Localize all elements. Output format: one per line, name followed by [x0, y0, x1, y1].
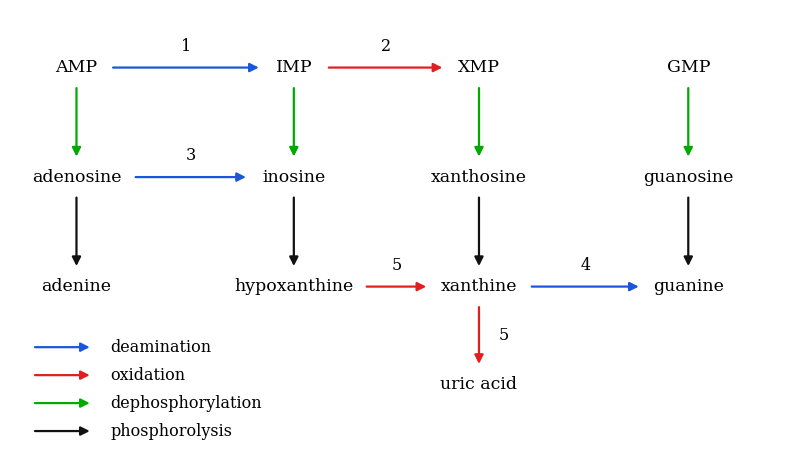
Text: 2: 2: [381, 38, 390, 55]
Text: XMP: XMP: [458, 59, 500, 76]
Text: adenine: adenine: [42, 278, 111, 295]
Text: 3: 3: [186, 147, 196, 164]
Text: AMP: AMP: [56, 59, 97, 76]
Text: inosine: inosine: [262, 169, 325, 185]
Text: dephosphorylation: dephosphorylation: [110, 395, 262, 411]
Text: 4: 4: [580, 257, 590, 274]
Text: GMP: GMP: [667, 59, 710, 76]
Text: 1: 1: [181, 38, 191, 55]
Text: guanosine: guanosine: [643, 169, 733, 185]
Text: oxidation: oxidation: [110, 367, 185, 384]
Text: hypoxanthine: hypoxanthine: [234, 278, 353, 295]
Text: xanthine: xanthine: [440, 278, 518, 295]
Text: phosphorolysis: phosphorolysis: [110, 423, 233, 439]
Text: 5: 5: [391, 257, 402, 274]
Text: 5: 5: [499, 327, 510, 344]
Text: deamination: deamination: [110, 339, 212, 356]
Text: uric acid: uric acid: [440, 376, 518, 393]
Text: xanthosine: xanthosine: [431, 169, 527, 185]
Text: guanine: guanine: [653, 278, 724, 295]
Text: IMP: IMP: [275, 59, 312, 76]
Text: adenosine: adenosine: [31, 169, 122, 185]
